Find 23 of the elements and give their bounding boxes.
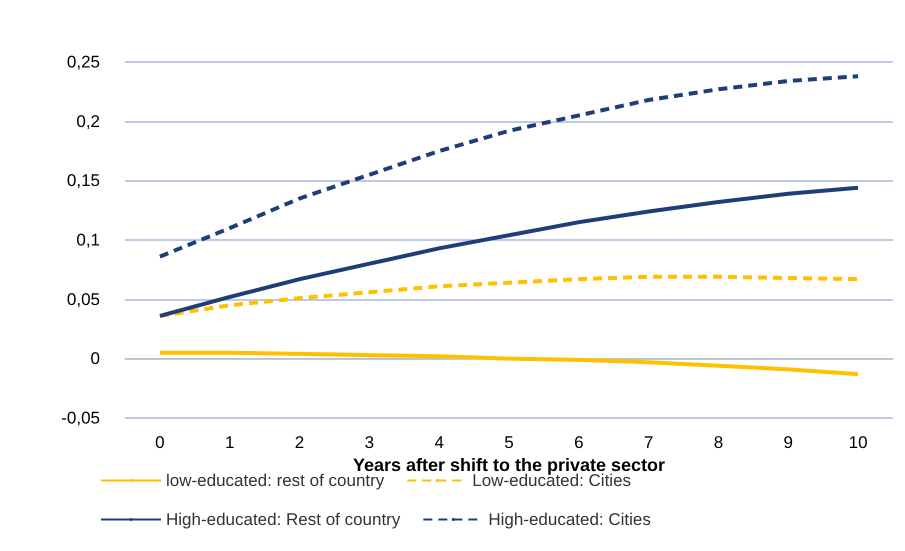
- y-tick-label: 0: [90, 349, 100, 368]
- x-tick-label: 5: [504, 433, 514, 452]
- y-tick-label: 0,1: [76, 230, 100, 250]
- legend-label: High-educated: Cities: [488, 510, 651, 529]
- x-tick-label: 0: [155, 433, 165, 452]
- x-tick-label: 6: [574, 433, 584, 452]
- x-tick-label: 3: [364, 433, 374, 452]
- x-tick-label: 4: [434, 433, 444, 452]
- y-tick-label: 0,2: [76, 112, 100, 131]
- x-tick-label: 1: [224, 433, 234, 452]
- line-series: [158, 350, 860, 376]
- legend-label: High-educated: Rest of country: [166, 510, 401, 529]
- y-tick-label: 0,05: [66, 290, 100, 309]
- y-tick-label: -0,05: [61, 408, 100, 428]
- y-tick-label: 0,15: [66, 171, 100, 190]
- line-series: [158, 74, 860, 259]
- x-tick-label: 8: [714, 433, 724, 452]
- x-tick-label: 10: [848, 433, 868, 452]
- x-tick-label: 7: [644, 433, 654, 452]
- x-tick-label: 2: [294, 433, 304, 452]
- y-tick-label: 0,25: [66, 52, 100, 72]
- line-series: [158, 186, 860, 318]
- x-tick-label: 9: [784, 433, 794, 452]
